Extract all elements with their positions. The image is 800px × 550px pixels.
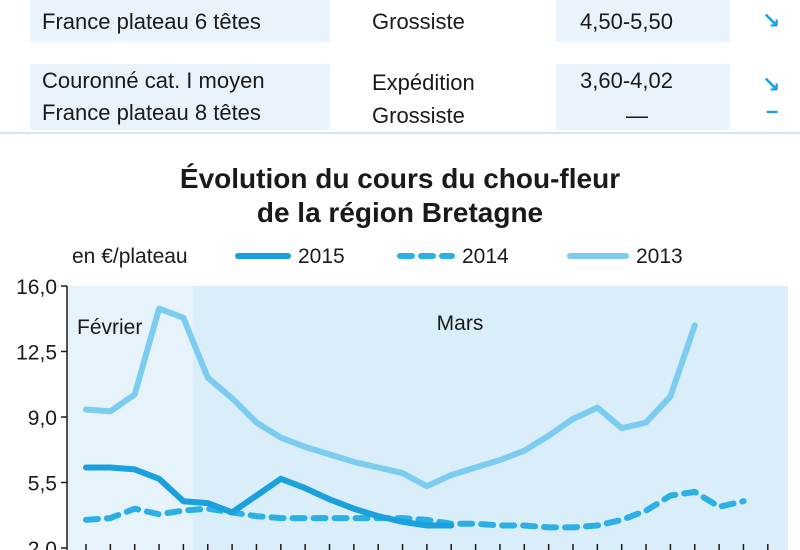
period-label-february: Février bbox=[77, 316, 142, 339]
y-tick-label: 16,0 bbox=[16, 276, 57, 299]
price-range: 4,50-5,50 bbox=[580, 9, 673, 34]
y-tick-label: 12,5 bbox=[16, 342, 57, 365]
series-line-2015 bbox=[83, 464, 455, 529]
table-row: France plateau 6 têtes Grossiste 4,50-5,… bbox=[10, 0, 800, 42]
chart-title: Évolution du cours du chou-fleur de la r… bbox=[0, 162, 800, 230]
march-period-band bbox=[193, 286, 788, 550]
legend-label-2014: 2014 bbox=[462, 245, 509, 268]
product-cell-band bbox=[30, 0, 330, 42]
price-range: — bbox=[626, 103, 648, 128]
legend-label-2015: 2015 bbox=[298, 245, 345, 268]
price-cell-band bbox=[556, 64, 730, 130]
market-stage: Grossiste bbox=[372, 103, 465, 128]
product-cell-band bbox=[30, 64, 330, 130]
table-divider bbox=[0, 132, 800, 134]
price-range: 3,60-4,02 bbox=[580, 68, 673, 93]
y-tick-label: 2,0 bbox=[28, 538, 57, 550]
cauliflower-price-chart: 16,0 12,5 9,0 5,5 2,0 Février Mars en €/plateau… bbox=[0, 148, 800, 550]
series-line-2013 bbox=[83, 305, 698, 490]
line-chart-svg: 16,0 12,5 9,0 5,5 2,0 Février Mars en €/plateau… bbox=[16, 245, 788, 550]
product-name: Couronné cat. I moyen bbox=[42, 68, 265, 93]
stable-dash-icon: – bbox=[766, 98, 779, 123]
chart-title-line2: de la région Bretagne bbox=[256, 197, 544, 228]
legend-label-2013: 2013 bbox=[636, 245, 683, 268]
price-cell-band bbox=[556, 0, 730, 42]
price-table: France plateau 6 têtes Grossiste 4,50-5,… bbox=[0, 0, 800, 140]
chart-title-line1: Évolution du cours du chou-fleur bbox=[179, 163, 621, 194]
market-stage: Grossiste bbox=[372, 9, 465, 34]
series-line-2014 bbox=[83, 488, 747, 531]
y-tick-label: 5,5 bbox=[28, 473, 57, 496]
product-size: France plateau 8 têtes bbox=[42, 100, 261, 125]
period-label-march: Mars bbox=[437, 312, 484, 335]
down-arrow-icon: ↘ bbox=[762, 72, 781, 97]
market-stage: Expédition bbox=[372, 70, 475, 95]
y-tick-label: 9,0 bbox=[28, 407, 57, 430]
table-row: Couronné cat. I moyen France plateau 8 t… bbox=[10, 64, 800, 130]
down-arrow-icon: ↘ bbox=[762, 8, 781, 33]
product-name: France plateau 6 têtes bbox=[42, 9, 261, 34]
unit-label: en €/plateau bbox=[72, 245, 188, 268]
